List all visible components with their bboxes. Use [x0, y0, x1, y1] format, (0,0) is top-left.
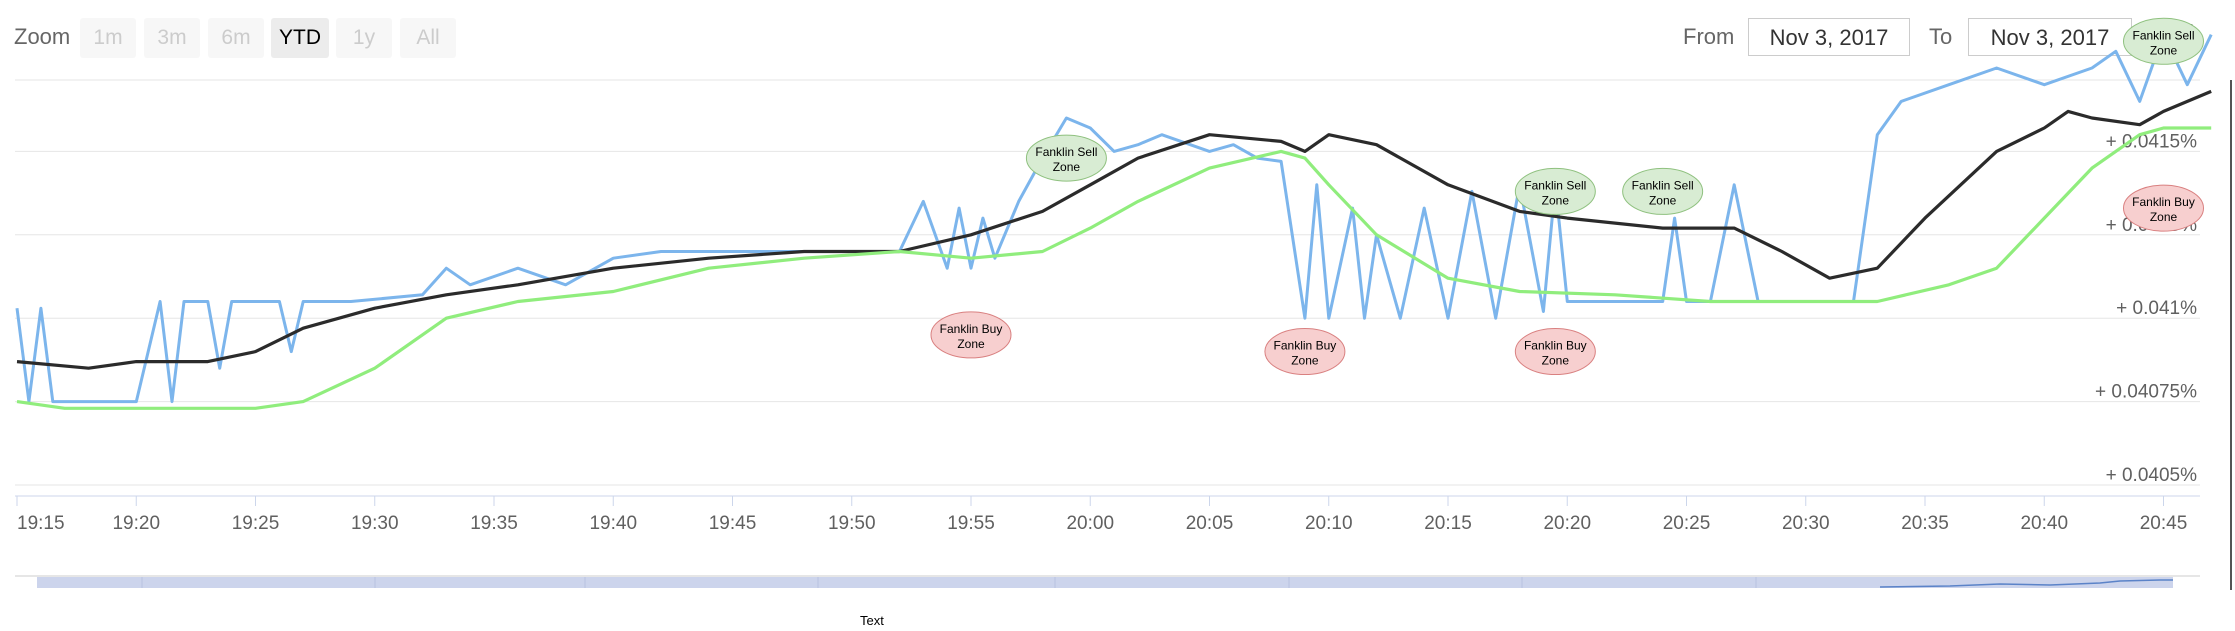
annotation-label: Fanklin Sell: [1524, 178, 1586, 192]
y-tick-label: + 0.0405%: [2106, 465, 2197, 486]
range-button-1y[interactable]: 1y: [336, 18, 392, 58]
annotation-bubble: [2123, 17, 2204, 65]
annotation-label: Fanklin Buy: [940, 322, 1003, 336]
annotation-label: Zone: [2150, 210, 2178, 224]
from-date-input[interactable]: Nov 3, 2017: [1748, 18, 1910, 56]
annotation-bubble: [1514, 167, 1596, 215]
annotation-label: Fanklin Buy: [1274, 339, 1337, 353]
x-tick-label: 20:00: [1066, 513, 1114, 534]
y-tick-label: + 0.041%: [2116, 298, 2197, 319]
x-tick-label: 19:20: [112, 513, 160, 534]
to-label: To: [1929, 24, 1953, 49]
range-button-1m[interactable]: 1m: [80, 18, 136, 58]
annotation-label: Zone: [957, 337, 985, 351]
navigator[interactable]: [15, 80, 2232, 590]
annotation-label: Fanklin Sell: [1035, 145, 1097, 159]
annotation-label: Fanklin Sell: [1632, 178, 1694, 192]
annotation-bubble: [1514, 328, 1596, 376]
x-tick-label: 20:10: [1305, 513, 1353, 534]
x-tick-label: 19:35: [470, 513, 518, 534]
x-tick-label: 20:35: [1901, 513, 1949, 534]
x-tick-label: 19:40: [589, 513, 637, 534]
x-tick-label: 20:30: [1782, 513, 1830, 534]
x-tick-label: 20:05: [1186, 513, 1234, 534]
series-line-1: [16, 89, 2212, 370]
series-line-2: [16, 126, 2212, 410]
annotation-label: Fanklin Buy: [1524, 339, 1587, 353]
range-button-ytd[interactable]: YTD: [271, 18, 329, 58]
x-tick-label: 19:50: [828, 513, 876, 534]
annotation-label: Zone: [1542, 354, 1570, 368]
x-tick-label: 20:40: [2020, 513, 2068, 534]
to-date-input[interactable]: Nov 3, 2017: [1968, 18, 2132, 56]
series-line-0: [15, 33, 2213, 404]
navigator-series-preview: [1879, 579, 2173, 588]
x-tick-label: 19:30: [351, 513, 399, 534]
zoom-label: Zoom: [14, 24, 71, 49]
range-button-all[interactable]: All: [400, 18, 456, 58]
y-axis-labels: + 0.0405%+ 0.04075%+ 0.041%+ 0.0425%+ 0.…: [2095, 131, 2197, 486]
x-tick-label: 20:45: [2140, 513, 2188, 534]
x-tick-label: 19:55: [947, 513, 995, 534]
x-tick-label: 19:15: [17, 513, 65, 534]
grid-lines: [15, 79, 2200, 486]
x-tick-label: 19:45: [709, 513, 757, 534]
x-axis: 19:15 19:20 19:25 19:30 19:35 19:40 19:45 19:50…: [15, 495, 2200, 534]
y-tick-label: + 0.04075%: [2095, 382, 2197, 403]
navigator-selected-range: [37, 577, 2173, 588]
annotation-label: Zone: [1542, 193, 1570, 207]
annotation-label: Fanklin Buy: [2132, 195, 2195, 209]
range-button-3m[interactable]: 3m: [144, 18, 200, 58]
annotation-bubble: [1622, 167, 1704, 215]
x-tick-label: 20:20: [1543, 513, 1591, 534]
y-tick-label: + 0.0415%: [2106, 131, 2197, 152]
x-tick-label: 19:25: [232, 513, 280, 534]
range-button-6m[interactable]: 6m: [208, 18, 264, 58]
annotation-label: Zone: [2150, 43, 2178, 57]
annotation-bubble: [930, 311, 1012, 359]
annotation-label: Zone: [1053, 160, 1081, 174]
footer-text: Text: [860, 613, 884, 628]
x-tick-label: 20:25: [1663, 513, 1711, 534]
annotation-label: Zone: [1649, 193, 1677, 207]
from-label: From: [1683, 24, 1735, 49]
series-lines: [15, 33, 2213, 410]
annotation-label: Fanklin Sell: [2132, 28, 2194, 42]
annotation-bubble: [1264, 328, 1346, 376]
annotation-bubble: [1025, 134, 1107, 182]
annotation-label: Zone: [1291, 354, 1319, 368]
range-selector-toolbar: Zoom 1m 3m 6m YTD 1y All From Nov 3, 201…: [0, 0, 2235, 76]
annotation-bubble: [2123, 184, 2204, 232]
x-tick-label: 20:15: [1424, 513, 1472, 534]
